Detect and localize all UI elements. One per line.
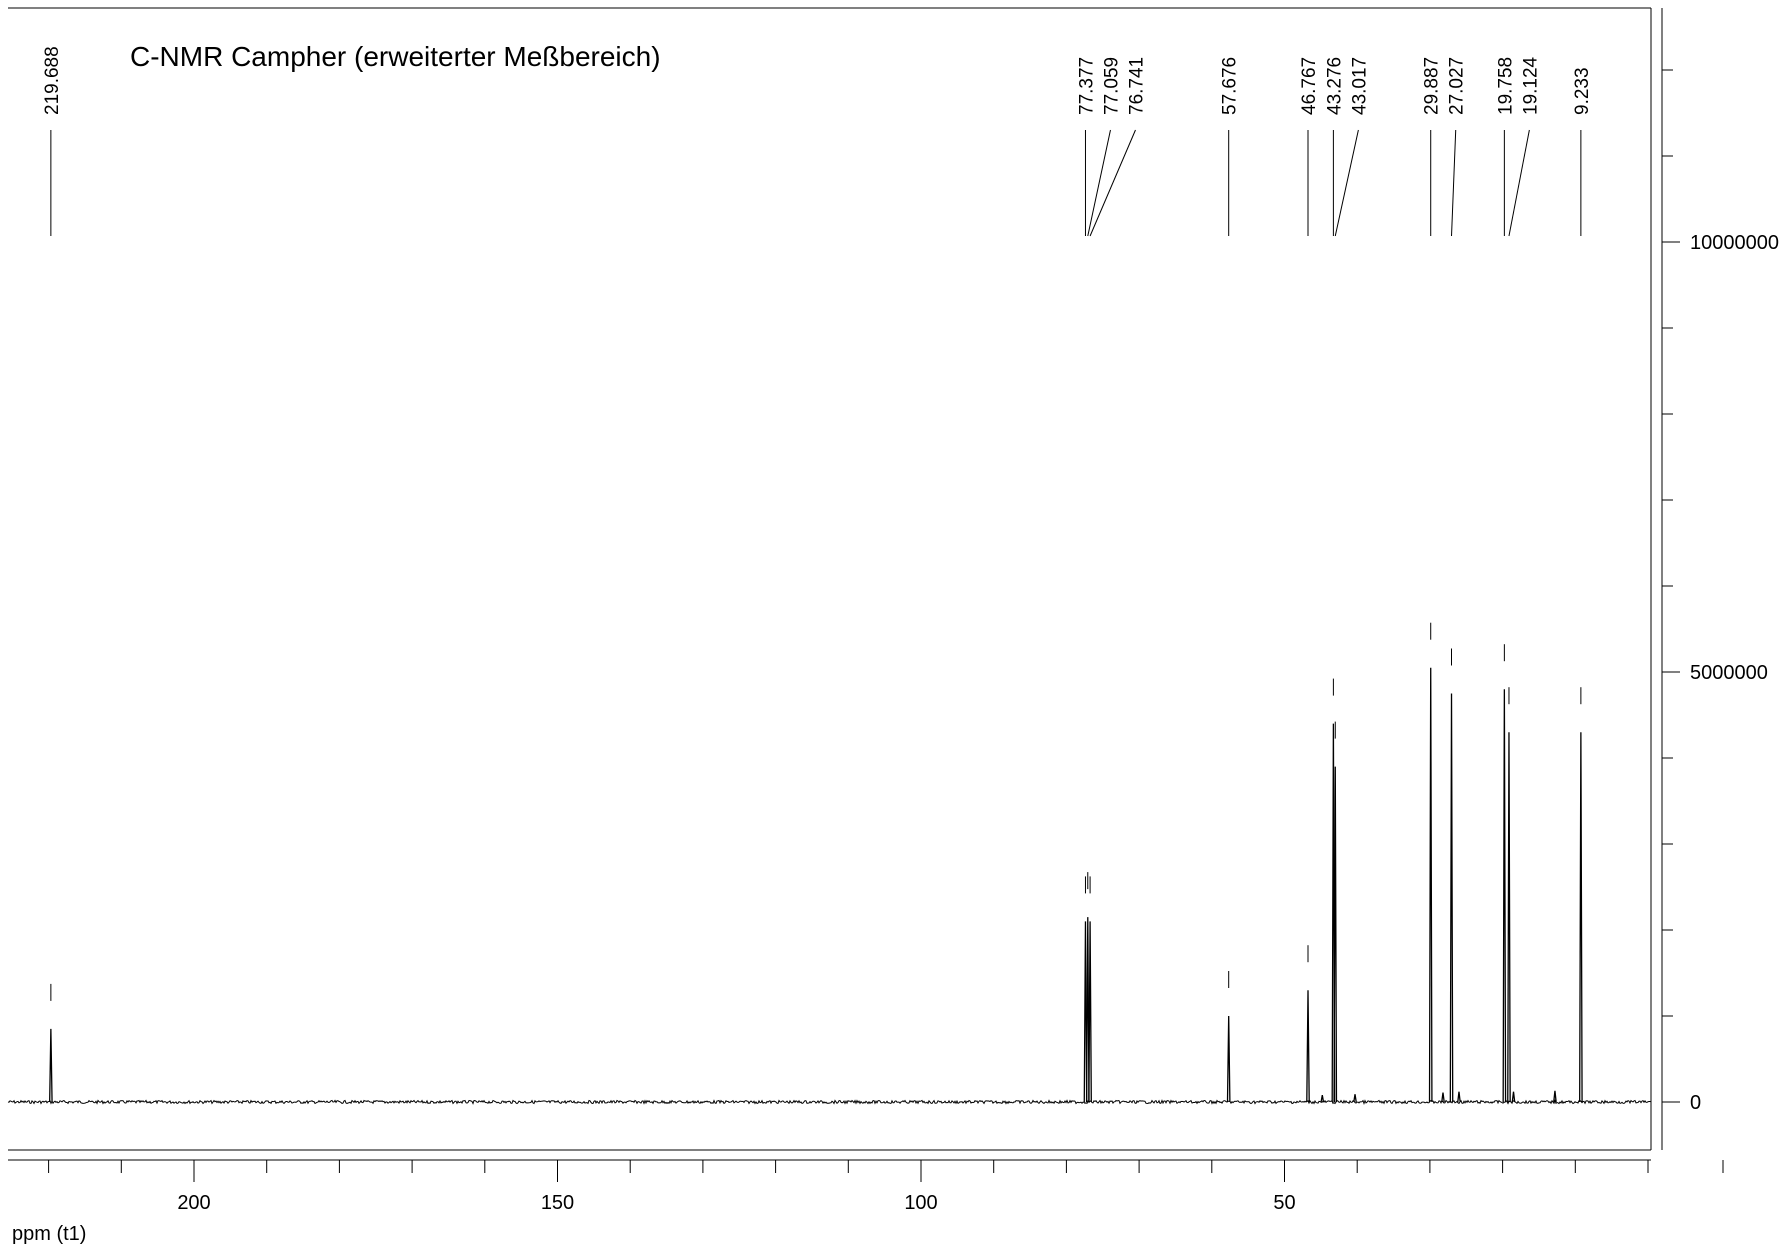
peak-leader-line: [1508, 129, 1530, 237]
spectrum-peak: [1428, 667, 1433, 1103]
y-tick-label: 0: [1690, 1092, 1701, 1114]
spectrum-peak: [1085, 917, 1090, 1103]
spectrum-peak: [1449, 693, 1454, 1103]
x-tick-label: 150: [541, 1192, 574, 1214]
chart-title: C-NMR Campher (erweiterter Meßbereich): [130, 41, 661, 72]
spectrum-peak: [1579, 732, 1583, 1103]
spectrum-peak: [1507, 732, 1511, 1103]
peak-annotations: 219.688 77.377 77.059 76.741 57.676 46.767 43.…: [42, 46, 1593, 1001]
peak-label: 27.027: [1447, 57, 1468, 115]
spectrum-peak: [1511, 1091, 1516, 1103]
peak-label: 219.688: [42, 46, 63, 115]
spectrum-peak: [1457, 1091, 1461, 1103]
x-axis-label: ppm (t1): [12, 1223, 86, 1245]
spectrum-peak: [1441, 1092, 1445, 1103]
y-axis: 0 5000000 10000000: [1661, 8, 1779, 1150]
spectrum-peak: [1306, 990, 1310, 1103]
peak-label: 19.758: [1495, 57, 1516, 115]
peak-label: 19.124: [1520, 56, 1541, 115]
peak-leader-line: [1334, 129, 1359, 237]
x-axis: 200 150 100 50: [8, 1159, 1724, 1214]
spectrum-peak: [1088, 921, 1092, 1103]
peak-label: 76.741: [1126, 57, 1147, 115]
peak-label: 9.233: [1572, 67, 1593, 115]
spectrum-peak: [1353, 1094, 1357, 1103]
spectrum-baseline: [7, 1099, 1652, 1106]
spectrum-peak: [1083, 921, 1088, 1103]
x-tick-label: 100: [904, 1192, 937, 1214]
peak-label: 43.017: [1349, 57, 1370, 115]
plot-frame: [8, 7, 1652, 1151]
peak-leader-line: [1451, 129, 1457, 237]
peak-label: 77.377: [1076, 57, 1097, 115]
spectrum-peak: [1226, 1015, 1231, 1103]
spectrum-peak: [1320, 1095, 1325, 1103]
peak-label: 43.276: [1324, 57, 1345, 115]
y-tick-label: 10000000: [1690, 232, 1779, 254]
spectrum: [7, 667, 1652, 1106]
y-tick-label: 5000000: [1690, 662, 1768, 684]
peak-leader-line: [1087, 129, 1111, 237]
peak-label: 77.059: [1101, 57, 1122, 115]
peak-label: 29.887: [1422, 57, 1443, 115]
spectrum-peak: [1333, 766, 1338, 1103]
x-tick-label: 200: [177, 1192, 210, 1214]
peak-leader-line: [1089, 129, 1136, 237]
peak-label: 46.767: [1299, 57, 1320, 115]
spectrum-peak: [1553, 1090, 1557, 1103]
spectrum-peak: [1502, 689, 1507, 1103]
peak-label: 57.676: [1220, 57, 1241, 115]
spectrum-peak: [49, 1028, 53, 1103]
x-tick-label: 50: [1273, 1192, 1295, 1214]
